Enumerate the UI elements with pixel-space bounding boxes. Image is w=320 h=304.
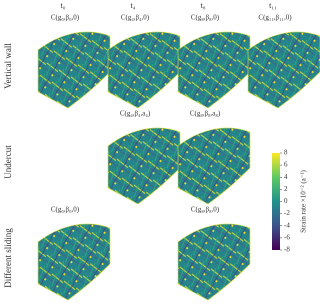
- column-header: t₄: [130, 1, 135, 10]
- colorbar: [272, 153, 280, 250]
- panel-label: C(g₈,β₈,0): [191, 206, 220, 214]
- panel-label: C(g₄,β₄,a₄): [120, 110, 151, 118]
- colorbar-tick-label: 6: [284, 161, 288, 169]
- strain-map: [107, 127, 181, 205]
- panel-label: C(g₁₁,β₁₁,0): [258, 14, 292, 22]
- colorbar-tick-label: 2: [284, 185, 288, 193]
- column-header: t₀: [60, 1, 65, 10]
- colorbar-tick-label: 4: [284, 173, 288, 181]
- panel-label: C(g₀,β₀,0): [51, 206, 80, 214]
- colorbar-tick-label: 0: [284, 197, 288, 205]
- strain-map: [177, 127, 251, 205]
- row-label: Undercut: [3, 145, 13, 179]
- column-header: t₈: [200, 1, 205, 10]
- colorbar-tick-label: -2: [284, 209, 290, 217]
- row-label: Vertical wall: [3, 43, 13, 89]
- column-header: t₁₁: [269, 1, 277, 10]
- strain-map: [247, 31, 320, 109]
- panel-label: C(g₄,β₄,0): [121, 14, 150, 22]
- strain-map: [177, 223, 251, 301]
- strain-map: [177, 31, 251, 109]
- colorbar-tick-label: 8: [284, 149, 288, 157]
- strain-map: [107, 31, 181, 109]
- colorbar-label: Strain rate ×10⁻² (a⁻¹): [300, 169, 308, 232]
- colorbar-tick-label: -8: [284, 246, 290, 254]
- strain-map: [37, 223, 111, 301]
- panel-label: C(g₀,β₀,0): [51, 14, 80, 22]
- colorbar-tick-label: -6: [284, 233, 290, 241]
- row-label: Different sliding: [3, 228, 13, 288]
- strain-map: [37, 31, 111, 109]
- panel-label: C(g₈,β₈,a₈): [190, 110, 221, 118]
- panel-label: C(g₈,β₈,0): [191, 14, 220, 22]
- colorbar-tick-label: -4: [284, 221, 290, 229]
